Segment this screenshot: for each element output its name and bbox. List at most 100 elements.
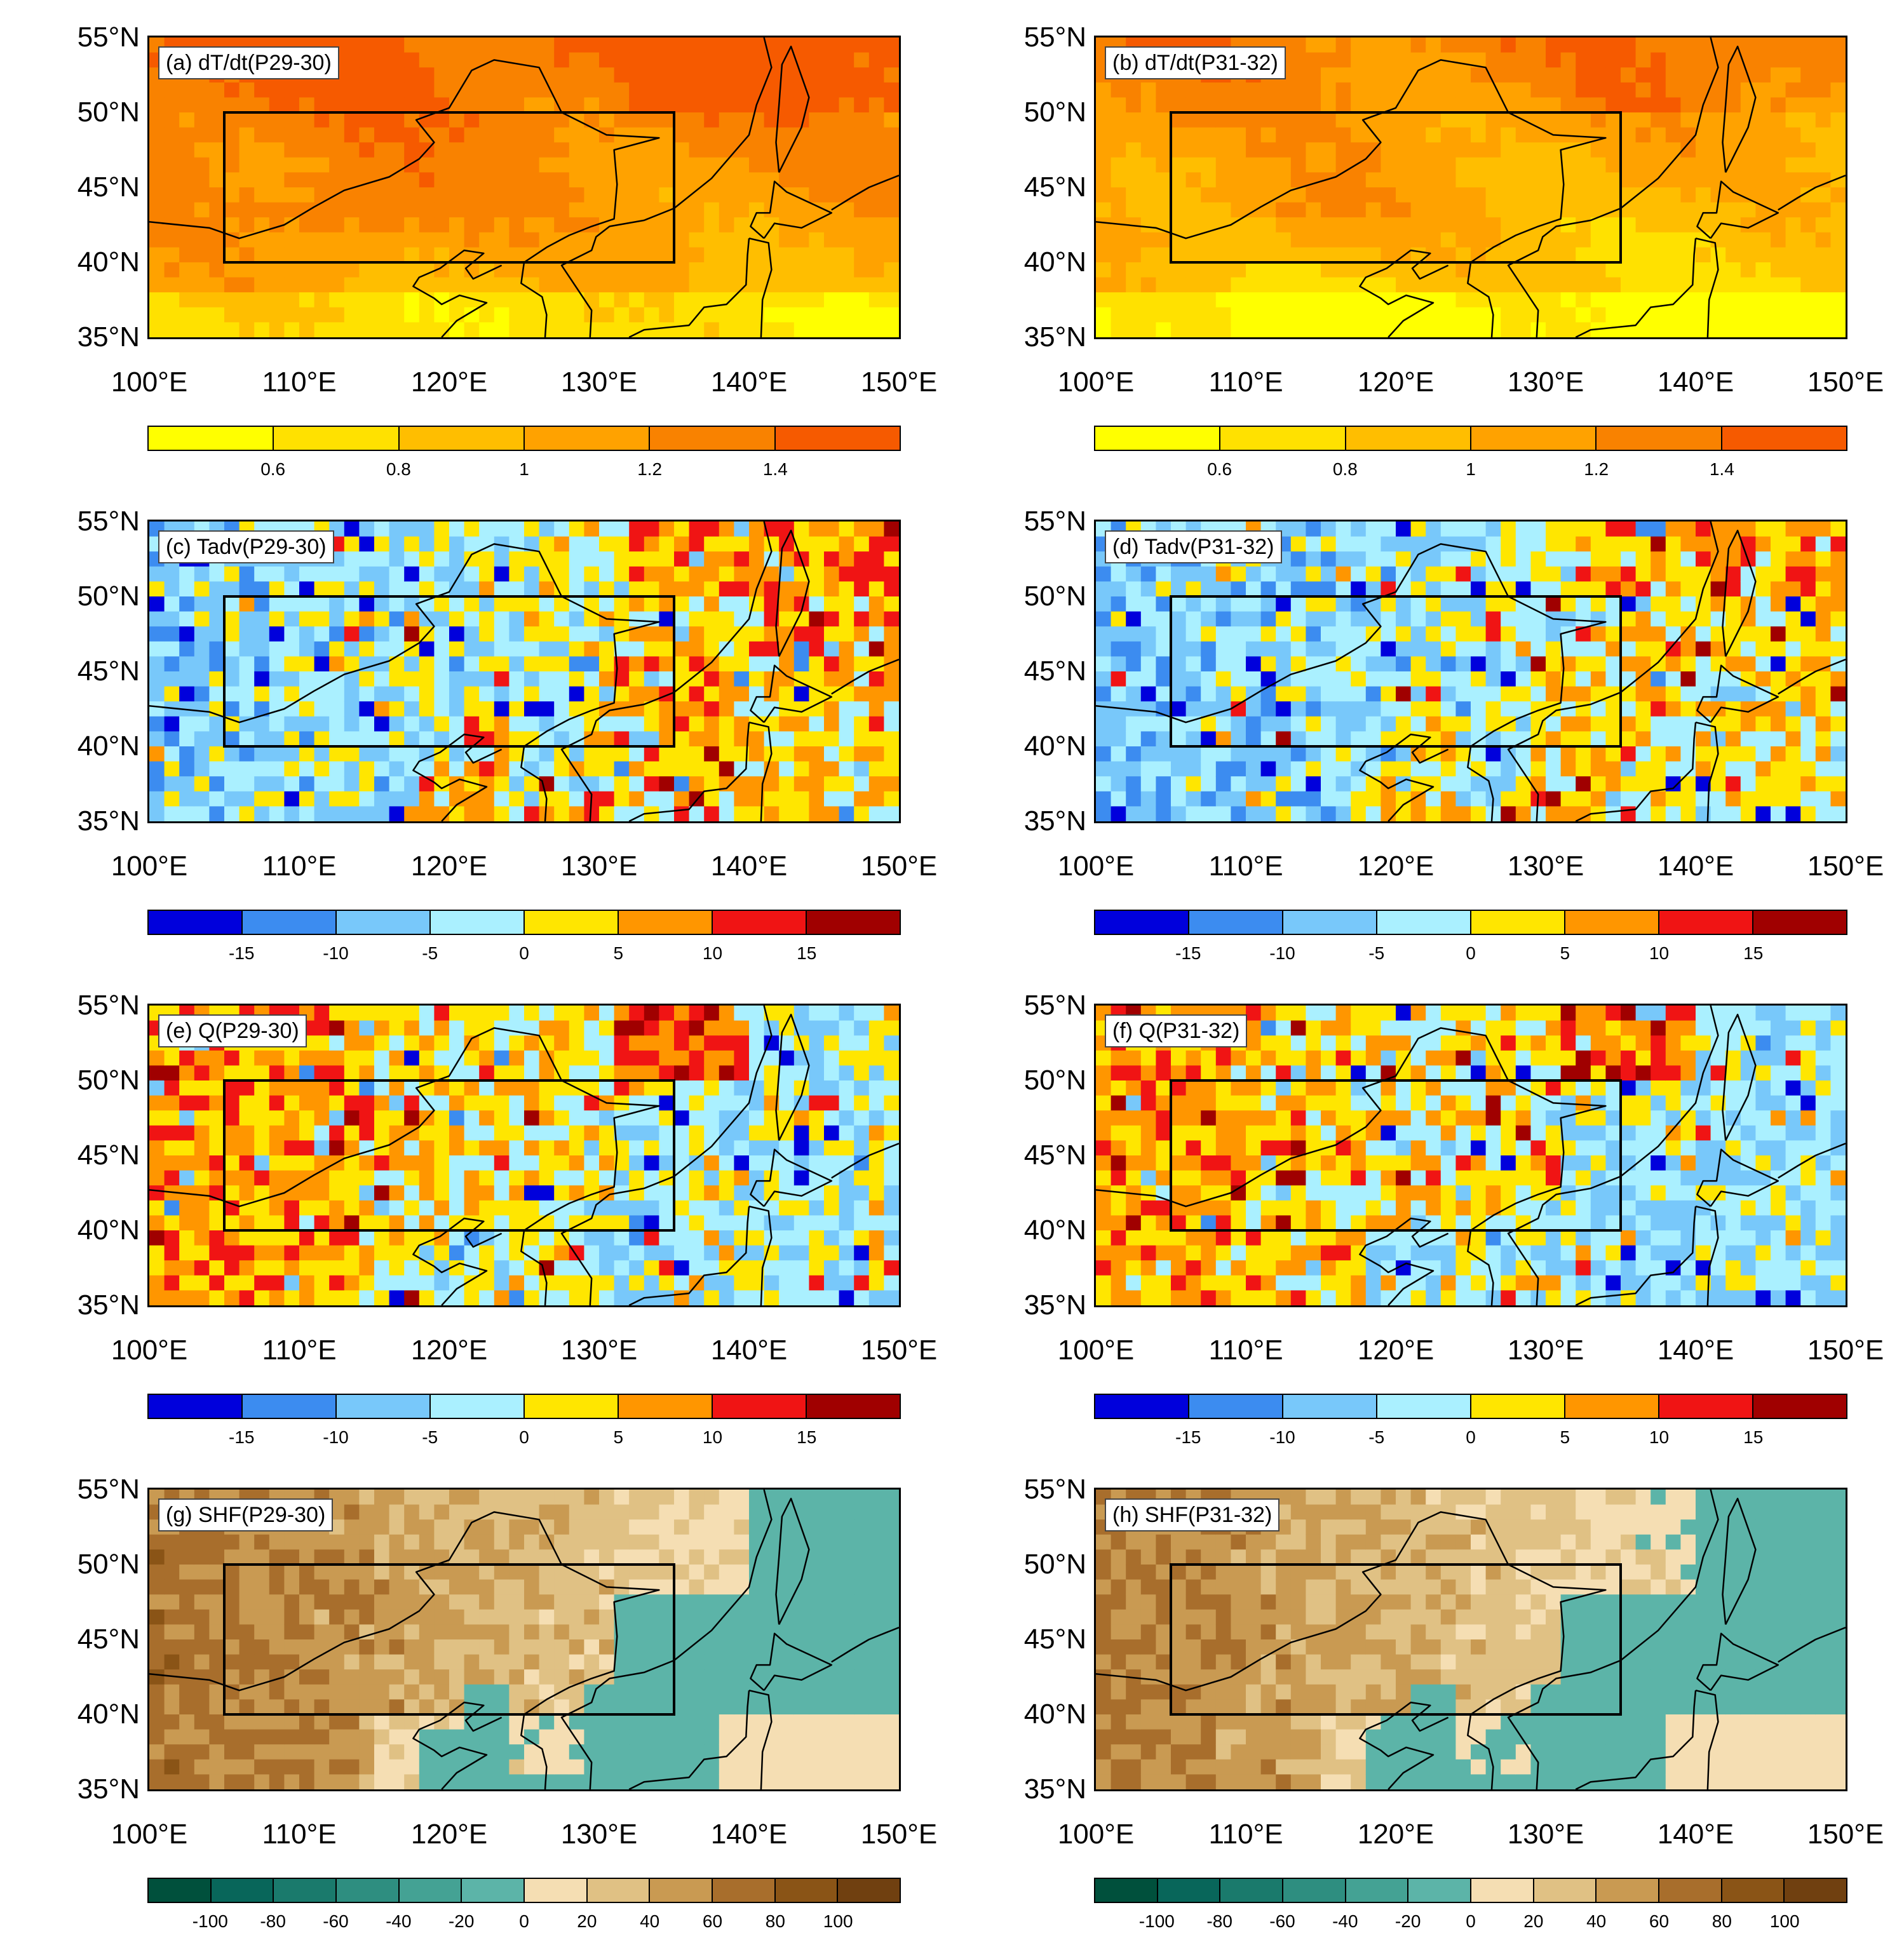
- field-cell: [1096, 292, 1112, 308]
- field-cell: [374, 112, 390, 128]
- field-cell: [674, 626, 690, 642]
- field-cell: [1515, 686, 1531, 702]
- field-cell: [374, 641, 390, 657]
- field-cell: [1111, 806, 1126, 821]
- field-cell: [434, 1125, 450, 1141]
- field-cell: [674, 701, 690, 717]
- field-cell: [1696, 202, 1712, 218]
- field-cell: [719, 551, 734, 567]
- field-cell: [344, 596, 360, 612]
- field-cell: [479, 611, 495, 627]
- field-cell: [1096, 581, 1112, 597]
- field-cell: [269, 566, 285, 582]
- field-cell: [239, 277, 255, 293]
- field-cell: [1665, 232, 1681, 248]
- field-cell: [419, 522, 435, 537]
- field-cell: [224, 641, 240, 657]
- field-cell: [359, 791, 375, 807]
- field-cell: [389, 1215, 405, 1231]
- field-cell: [1755, 202, 1771, 218]
- field-cell: [464, 172, 480, 188]
- field-cell: [659, 307, 675, 323]
- field-cell: [1560, 262, 1576, 278]
- field-cell: [749, 67, 765, 83]
- field-cell: [299, 142, 315, 158]
- field-cell: [824, 776, 840, 792]
- field-cell: [389, 202, 405, 218]
- field-cell: [689, 97, 705, 113]
- field-cell: [164, 626, 180, 642]
- field-cell: [809, 277, 825, 293]
- field-cell: [704, 626, 720, 642]
- field-cell: [1426, 522, 1442, 537]
- field-cell: [1471, 626, 1487, 642]
- field-cell: [629, 1275, 645, 1291]
- field-cell: [449, 1125, 465, 1141]
- field-cell: [524, 551, 540, 567]
- field-cell: [1800, 761, 1816, 777]
- field-cell: [1651, 656, 1666, 672]
- field-cell: [209, 761, 225, 777]
- field-cell: [1635, 596, 1651, 612]
- field-cell: [1335, 686, 1351, 702]
- field-cell: [1471, 611, 1487, 627]
- field-cell: [164, 776, 180, 792]
- field-cell: [629, 1155, 645, 1171]
- field-cell: [464, 217, 480, 233]
- field-cell: [1140, 202, 1156, 218]
- field-cell: [404, 1275, 420, 1291]
- field-cell: [1576, 641, 1591, 657]
- field-cell: [539, 656, 555, 672]
- field-cell: [479, 217, 495, 233]
- field-cell: [644, 97, 659, 113]
- field-cell: [1530, 82, 1546, 98]
- field-cell: [404, 307, 420, 323]
- field-cell: [1710, 82, 1726, 98]
- field-cell: [644, 1215, 659, 1231]
- field-cell: [554, 97, 570, 113]
- field-cell: [1156, 716, 1171, 732]
- field-cell: [884, 626, 899, 642]
- field-cell: [1651, 202, 1666, 218]
- field-cell: [674, 1065, 690, 1081]
- field-cell: [1365, 52, 1381, 68]
- field-cell: [1171, 262, 1187, 278]
- field-cell: [374, 52, 390, 68]
- field-cell: [359, 566, 375, 582]
- field-cell: [389, 1230, 405, 1246]
- field-cell: [344, 292, 360, 308]
- field-cell: [479, 1095, 495, 1111]
- field-cell: [434, 1215, 450, 1231]
- field-cell: [793, 232, 809, 248]
- field-cell: [1290, 232, 1306, 248]
- field-cell: [1410, 127, 1426, 143]
- field-cell: [149, 1200, 165, 1216]
- field-cell: [824, 82, 840, 98]
- field-cell: [884, 671, 899, 687]
- field-cell: [539, 82, 555, 98]
- longitude-label: 150°E: [860, 851, 938, 882]
- field-cell: [689, 1006, 705, 1021]
- field-cell: [1365, 82, 1381, 98]
- field-cell: [1546, 761, 1562, 777]
- field-cell: [629, 1215, 645, 1231]
- field-cell: [1560, 791, 1576, 807]
- field-cell: [1260, 157, 1276, 173]
- field-cell: [1740, 142, 1756, 158]
- field-cell: [1621, 52, 1637, 68]
- field-cell: [1096, 232, 1112, 248]
- field-cell: [479, 701, 495, 717]
- field-cell: [524, 1260, 540, 1276]
- field-cell: [1306, 761, 1321, 777]
- field-cell: [1231, 626, 1246, 642]
- field-cell: [509, 1260, 525, 1276]
- field-cell: [1830, 232, 1846, 248]
- field-cell: [1111, 566, 1126, 582]
- field-cell: [404, 791, 420, 807]
- field-cell: [239, 1290, 255, 1305]
- field-cell: [1576, 731, 1591, 747]
- field-cell: [1246, 187, 1262, 203]
- field-cell: [704, 716, 720, 732]
- field-cell: [1710, 292, 1726, 308]
- field-cell: [884, 806, 899, 821]
